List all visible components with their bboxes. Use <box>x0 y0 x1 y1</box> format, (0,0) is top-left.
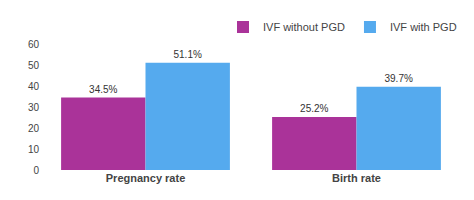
svg-text:51.1%: 51.1% <box>173 49 201 60</box>
svg-text:50: 50 <box>28 60 40 71</box>
svg-text:40: 40 <box>28 81 40 92</box>
svg-text:34.5%: 34.5% <box>89 84 117 95</box>
svg-text:Pregnancy rate: Pregnancy rate <box>106 172 185 184</box>
svg-text:IVF with PGD: IVF with PGD <box>390 21 457 33</box>
svg-text:10: 10 <box>28 144 40 155</box>
svg-text:60: 60 <box>28 39 40 50</box>
svg-text:30: 30 <box>28 102 40 113</box>
svg-text:20: 20 <box>28 123 40 134</box>
svg-text:0: 0 <box>33 165 39 176</box>
svg-text:39.7%: 39.7% <box>384 73 412 84</box>
svg-text:Birth rate: Birth rate <box>332 172 381 184</box>
svg-text:IVF without PGD: IVF without PGD <box>263 21 345 33</box>
svg-text:25.2%: 25.2% <box>300 103 328 114</box>
